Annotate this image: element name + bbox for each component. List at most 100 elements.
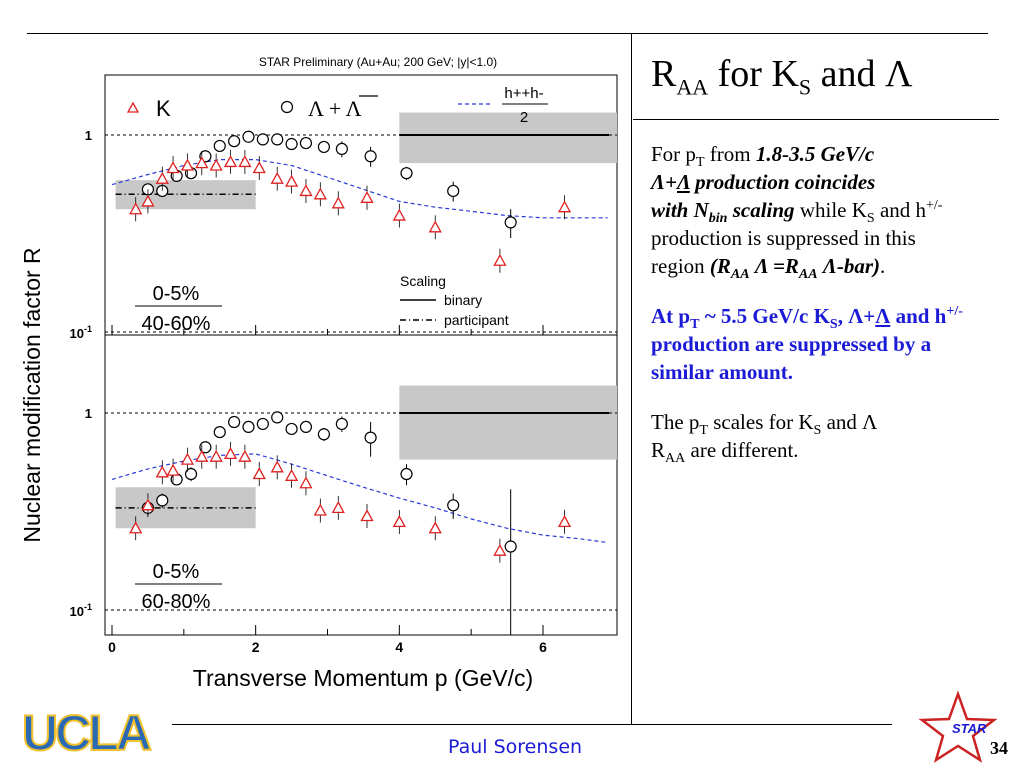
y-tick-label: 1	[85, 406, 92, 421]
ks0-point	[209, 158, 223, 171]
legend-scaling-title: Scaling	[400, 273, 446, 289]
ks0-point	[557, 200, 572, 213]
lambda-point	[364, 431, 377, 444]
ks0-point	[493, 543, 507, 556]
lambda-point	[335, 142, 348, 156]
ks0-point	[331, 501, 345, 514]
ks0-point	[180, 158, 195, 171]
lambda-point	[299, 420, 313, 434]
lambda-point	[285, 137, 298, 151]
slide-title: RAA for KS and Λ	[651, 53, 913, 100]
binary-uncertainty-band	[399, 385, 617, 460]
ks0-point	[428, 220, 442, 233]
legend-ks0-label: K	[156, 96, 171, 121]
ks0-point	[223, 155, 238, 168]
ks0-point	[166, 463, 180, 476]
x-tick-label: 4	[395, 639, 403, 655]
ks0-point	[238, 155, 252, 168]
lambda-point	[256, 417, 269, 431]
lambda-point	[213, 425, 226, 439]
ks0-point	[313, 187, 327, 200]
ks0-point	[392, 515, 406, 528]
lambda-point	[317, 428, 331, 441]
ks0-point	[392, 208, 406, 221]
ks0-point	[313, 503, 327, 516]
ks0-point	[270, 171, 284, 184]
centrality-label-top: 0-5%	[153, 283, 200, 305]
ks0-point	[180, 452, 195, 465]
lambda-point	[271, 411, 284, 424]
hpm-curve	[111, 159, 608, 219]
lambda-point	[504, 540, 517, 553]
ks0-point	[270, 460, 284, 473]
y-tick-label: 10-1	[70, 602, 92, 619]
lambda-point	[242, 420, 255, 434]
y-tick-label: 10-1	[70, 324, 92, 341]
x-axis-label: Transverse Momentum p (GeV/c)	[193, 665, 533, 691]
author-name: Paul Sorensen	[448, 736, 583, 758]
ks0-point	[129, 521, 143, 534]
ks0-point	[252, 467, 266, 480]
ks0-point	[428, 521, 442, 534]
ks0-point	[209, 449, 223, 462]
lambda-point	[242, 130, 255, 143]
lambda-point	[184, 467, 198, 481]
lambda-point	[199, 441, 212, 454]
ks0-point	[223, 447, 238, 460]
ks0-point	[360, 190, 374, 203]
ks0-point	[195, 156, 209, 169]
ks0-point	[493, 253, 507, 266]
ks0-point	[557, 515, 572, 528]
y-tick-label: 1	[85, 128, 92, 143]
legend-ks0-marker	[126, 101, 140, 113]
star-logo-text: STAR	[952, 721, 987, 736]
ks0-point	[195, 449, 209, 462]
panel-frame-2	[104, 334, 618, 636]
legend-lambda-marker	[280, 100, 294, 114]
ks0-point	[155, 171, 169, 184]
paragraph-pt-scales: The pT scales for KS and Λ RAA are differ…	[651, 410, 878, 467]
lambda-point	[285, 422, 298, 436]
lambda-point	[271, 133, 284, 146]
ks0-point	[252, 161, 266, 174]
binary-uncertainty-band	[399, 112, 617, 164]
x-tick-label: 6	[539, 639, 547, 655]
column-divider	[631, 34, 632, 724]
legend-hpm-numerator: h++h-	[504, 85, 543, 102]
lambda-point	[335, 417, 348, 431]
lambda-point	[256, 133, 269, 146]
lambda-point	[447, 184, 460, 198]
raa-chart: STAR Preliminary (Au+Au; 200 GeV; |y|<1.…	[19, 55, 618, 691]
slide-body-text: For pT from 1.8-3.5 GeV/c Λ+Λ production …	[651, 140, 971, 486]
centrality-label-bottom: 40-60%	[142, 313, 211, 335]
lambda-point	[213, 139, 226, 153]
lambda-point	[299, 136, 313, 150]
ks0-point	[284, 174, 299, 187]
legend-lambda-label: Λ + Λ	[308, 96, 362, 121]
paragraph-high-pt-suppression: At pT ~ 5.5 GeV/c KS, Λ+Λ and h+/- produ…	[651, 304, 963, 384]
ks0-point	[166, 161, 180, 174]
lambda-point	[364, 150, 377, 163]
star-logo-icon: STAR	[918, 690, 998, 763]
lambda-point	[228, 135, 241, 148]
lambda-point	[400, 167, 413, 180]
ucla-logo: UCLA	[21, 705, 153, 761]
ks0-point	[360, 509, 374, 522]
ks0-point	[141, 498, 155, 511]
hpm-curve	[111, 453, 608, 544]
lambda-point	[156, 494, 169, 507]
ks0-point	[238, 449, 252, 462]
top-divider	[27, 33, 988, 34]
centrality-label-bottom: 60-80%	[142, 591, 211, 613]
legend-binary-label: binary	[444, 292, 482, 308]
title-underline	[633, 119, 999, 120]
lambda-point	[447, 499, 460, 512]
lambda-point	[400, 467, 413, 481]
x-tick-label: 0	[108, 639, 116, 655]
legend-hpm-denominator: 2	[520, 109, 528, 126]
x-tick-label: 2	[252, 639, 260, 655]
ks0-point	[141, 194, 155, 207]
ks0-point	[284, 468, 299, 481]
ks0-point	[129, 202, 143, 215]
centrality-label-top: 0-5%	[153, 561, 200, 583]
